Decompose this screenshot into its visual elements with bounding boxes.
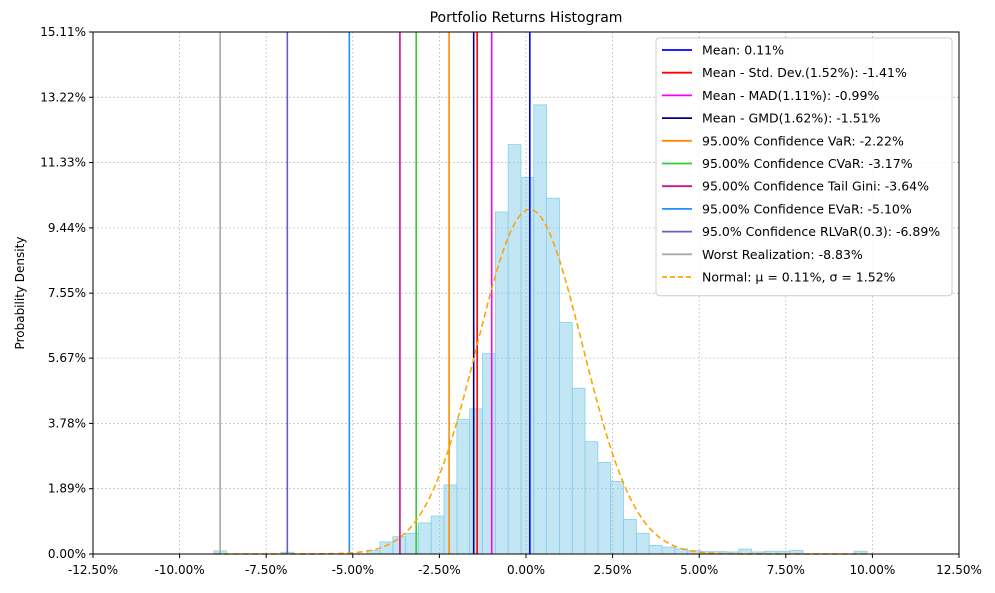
histogram-bar [533, 104, 548, 555]
histogram-bars [213, 104, 868, 555]
histogram-bar [379, 541, 394, 555]
legend: Mean: 0.11% Mean - Std. Dev.(1.52%): -1.4… [655, 37, 953, 297]
y-tick-label: 1.89% [48, 482, 86, 496]
legend-label: Mean: 0.11% [702, 43, 784, 58]
axis-ticks: -12.50% -10.00% -7.50% -5.00% -2.50% 0.00% 2.5… [40, 25, 982, 577]
legend-label: Worst Realization: -8.83% [702, 247, 863, 262]
legend-label: 95.0% Confidence RLVaR(0.3): -6.89% [702, 224, 940, 239]
x-tick-label: 0.00% [507, 563, 545, 577]
y-tick-label: 3.78% [48, 416, 86, 430]
y-tick-label: 13.22% [40, 90, 86, 104]
chart-title: Portfolio Returns Histogram [430, 10, 623, 26]
y-tick-label: 7.55% [48, 286, 86, 300]
y-tick-label: 5.67% [48, 351, 86, 365]
x-tick-label: 7.50% [767, 563, 805, 577]
x-tick-label: -10.00% [155, 563, 205, 577]
histogram-bar [443, 484, 458, 555]
y-axis-label: Probability Density [13, 237, 27, 350]
y-tick-label: 15.11% [40, 25, 86, 39]
histogram-bar [559, 322, 573, 555]
histogram-bar [430, 515, 445, 555]
legend-label: Mean - MAD(1.11%): -0.99% [702, 88, 879, 103]
legend-box [655, 37, 953, 297]
histogram-bar [482, 353, 496, 555]
histogram-bar [520, 177, 535, 555]
x-tick-label: -7.50% [245, 563, 287, 577]
histogram-bar [418, 522, 432, 555]
x-tick-label: 5.00% [680, 563, 718, 577]
legend-label: 95.00% Confidence Tail Gini: -3.64% [702, 179, 929, 194]
x-tick-label: -5.00% [332, 563, 374, 577]
x-tick-label: -12.50% [68, 563, 118, 577]
legend-label: Normal: μ = 0.11%, σ = 1.52% [702, 270, 896, 285]
histogram-bar [494, 211, 509, 555]
histogram-bar [661, 546, 676, 555]
histogram-bar [610, 481, 624, 555]
histogram-bar [469, 408, 483, 555]
histogram-bar [635, 532, 650, 555]
legend-label: Mean - Std. Dev.(1.52%): -1.41% [702, 65, 907, 80]
legend-label: Mean - GMD(1.62%): -1.51% [702, 111, 881, 126]
y-tick-label: 0.00% [48, 547, 86, 561]
y-tick-label: 11.33% [40, 156, 86, 170]
histogram-bar [597, 462, 612, 555]
x-tick-label: -2.50% [418, 563, 460, 577]
legend-label: 95.00% Confidence EVaR: -5.10% [702, 201, 912, 216]
y-tick-label: 9.44% [48, 221, 86, 235]
legend-label: 95.00% Confidence CVaR: -3.17% [702, 156, 913, 171]
histogram-bar [571, 387, 586, 555]
histogram-bar [456, 418, 471, 555]
legend-label: 95.00% Confidence VaR: -2.22% [702, 133, 904, 148]
x-tick-label: 2.50% [594, 563, 632, 577]
histogram-bar [648, 544, 663, 555]
x-tick-label: 12.50% [936, 563, 982, 577]
reference-lines [219, 32, 531, 554]
histogram-bar [507, 144, 522, 555]
x-tick-label: 10.00% [850, 563, 896, 577]
histogram-bar [623, 519, 637, 555]
histogram-bar [584, 441, 599, 555]
